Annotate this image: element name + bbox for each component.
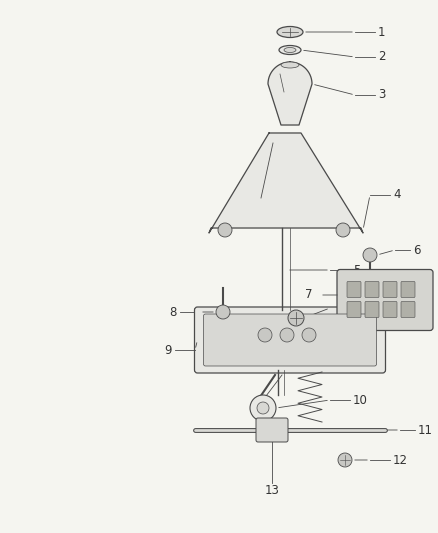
FancyBboxPatch shape bbox=[383, 302, 397, 318]
FancyBboxPatch shape bbox=[204, 314, 377, 366]
Text: 7: 7 bbox=[304, 288, 312, 302]
Circle shape bbox=[257, 402, 269, 414]
FancyBboxPatch shape bbox=[256, 418, 288, 442]
Circle shape bbox=[258, 328, 272, 342]
Text: 1: 1 bbox=[378, 26, 385, 38]
FancyBboxPatch shape bbox=[347, 302, 361, 318]
Circle shape bbox=[336, 223, 350, 237]
Text: 9: 9 bbox=[165, 343, 172, 357]
FancyBboxPatch shape bbox=[194, 307, 385, 373]
Text: 13: 13 bbox=[265, 483, 279, 497]
Circle shape bbox=[250, 395, 276, 421]
Circle shape bbox=[302, 328, 316, 342]
Ellipse shape bbox=[281, 62, 299, 68]
Text: 5: 5 bbox=[353, 263, 360, 277]
Circle shape bbox=[218, 223, 232, 237]
Text: 2: 2 bbox=[378, 51, 385, 63]
Text: 6: 6 bbox=[413, 244, 420, 256]
Circle shape bbox=[288, 310, 304, 326]
Polygon shape bbox=[268, 62, 312, 125]
FancyBboxPatch shape bbox=[337, 270, 433, 330]
Text: 12: 12 bbox=[393, 454, 408, 466]
Text: 6: 6 bbox=[353, 302, 360, 314]
Ellipse shape bbox=[277, 27, 303, 37]
Polygon shape bbox=[209, 133, 363, 233]
FancyBboxPatch shape bbox=[365, 281, 379, 297]
Text: 11: 11 bbox=[418, 424, 433, 437]
Text: 8: 8 bbox=[170, 305, 177, 319]
FancyBboxPatch shape bbox=[401, 281, 415, 297]
FancyBboxPatch shape bbox=[365, 302, 379, 318]
Circle shape bbox=[216, 305, 230, 319]
Circle shape bbox=[280, 328, 294, 342]
Ellipse shape bbox=[279, 45, 301, 54]
Text: 3: 3 bbox=[378, 88, 385, 101]
Text: 4: 4 bbox=[393, 189, 400, 201]
FancyBboxPatch shape bbox=[401, 302, 415, 318]
Ellipse shape bbox=[284, 47, 296, 52]
Text: 10: 10 bbox=[353, 393, 368, 407]
FancyBboxPatch shape bbox=[383, 281, 397, 297]
FancyBboxPatch shape bbox=[347, 281, 361, 297]
Circle shape bbox=[338, 453, 352, 467]
Circle shape bbox=[363, 248, 377, 262]
